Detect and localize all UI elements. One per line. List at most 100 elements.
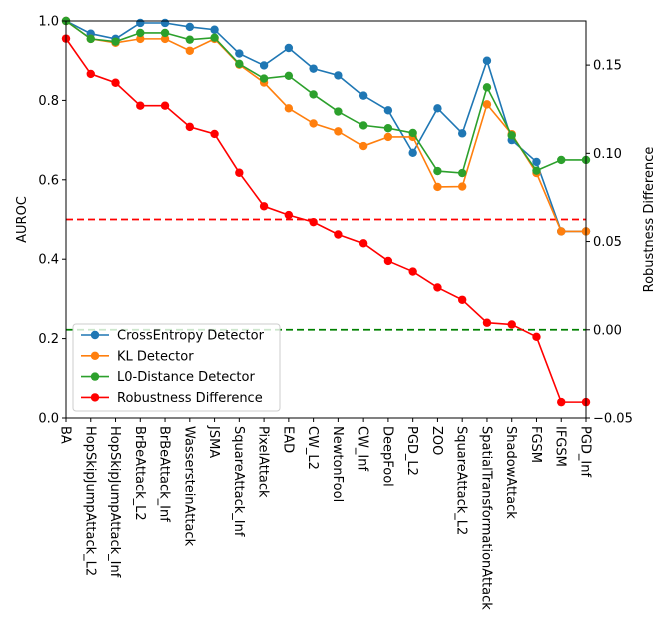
data-point-s1-16 xyxy=(457,182,467,191)
legend-label-1: KL Detector xyxy=(117,349,194,364)
x-tick-label-17: SpatialTransformationAttack xyxy=(478,426,493,610)
y-tick-label-5: 1.0 xyxy=(38,15,59,30)
data-point-s2-14 xyxy=(408,128,417,138)
legend-marker-1 xyxy=(90,351,100,360)
x-tick-label-21: PGD_Inf xyxy=(578,426,593,477)
x-tick-label-12: CW_Inf xyxy=(355,426,370,472)
data-point-s1-13 xyxy=(383,132,393,142)
data-point-s0-9 xyxy=(284,43,294,53)
data-point-s2-18 xyxy=(507,131,516,140)
x-tick-label-6: JSMA xyxy=(206,425,221,458)
legend-box xyxy=(72,323,281,412)
data-point-s3-10 xyxy=(309,217,318,227)
legend-marker-2 xyxy=(90,372,100,381)
y2-tick-label-3: 0.10 xyxy=(593,147,622,162)
legend-marker-0 xyxy=(90,330,100,340)
data-point-s2-4 xyxy=(160,28,170,38)
data-point-s2-11 xyxy=(334,107,343,116)
y2-tick-label-0: −0.05 xyxy=(593,412,633,427)
legend-label-2: L0-Distance Detector xyxy=(117,370,255,385)
y-tick-label-0: 0.0 xyxy=(38,412,59,427)
x-tick-label-16: SquareAttack_L2 xyxy=(454,426,469,535)
data-point-s1-20 xyxy=(557,227,566,236)
data-point-s0-11 xyxy=(334,71,343,80)
legend-label-3: Robustness Difference xyxy=(117,391,263,406)
data-point-s1-4 xyxy=(160,34,170,44)
data-point-s3-12 xyxy=(358,239,368,248)
data-point-s0-12 xyxy=(358,91,368,100)
data-point-s2-5 xyxy=(185,35,195,44)
data-point-s3-19 xyxy=(532,332,541,342)
axes: 0.0 0.2 0.4 0.6 0.8 1.0 −0.05 0.00 0.05 0.10 0.15 B… xyxy=(15,15,657,611)
data-point-s0-6 xyxy=(210,25,219,34)
data-point-s1-10 xyxy=(309,119,318,128)
data-point-s1-5 xyxy=(185,46,195,55)
data-point-s2-9 xyxy=(284,71,294,80)
data-point-s2-2 xyxy=(111,37,120,46)
x-tick-label-10: CW_L2 xyxy=(305,426,320,470)
x-tick-label-7: SquareAttack_Inf xyxy=(231,426,246,537)
y-tick-label-4: 0.8 xyxy=(38,94,59,109)
data-point-s2-16 xyxy=(457,168,467,178)
data-point-s1-11 xyxy=(334,127,343,136)
series-line-2 xyxy=(65,20,586,174)
y-tick-label-1: 0.2 xyxy=(38,332,59,347)
data-point-s2-19 xyxy=(532,166,541,175)
y2-tick-label-2: 0.05 xyxy=(593,235,622,250)
x-tick-label-2: HopSkipJumpAttack_Inf xyxy=(107,426,122,578)
data-point-s2-6 xyxy=(210,33,219,42)
data-point-s0-8 xyxy=(259,61,269,70)
data-point-s1-15 xyxy=(433,182,442,192)
data-point-s1-17 xyxy=(482,100,492,109)
series-layer xyxy=(61,16,591,407)
data-point-s2-1 xyxy=(86,34,95,44)
data-point-s0-16 xyxy=(457,129,467,138)
data-point-s0-10 xyxy=(309,64,318,73)
x-tick-label-13: DeepFool xyxy=(379,426,394,487)
plot-frame xyxy=(65,20,587,419)
data-point-s2-7 xyxy=(235,59,244,69)
series-line-1 xyxy=(65,20,586,233)
legend: CrossEntropy Detector KL Detector L0-Dista… xyxy=(72,323,281,412)
data-point-s3-15 xyxy=(433,283,442,292)
x-tick-label-14: PGD_L2 xyxy=(404,426,419,476)
data-point-s0-13 xyxy=(383,106,393,115)
data-point-s3-11 xyxy=(334,230,343,239)
data-point-s3-8 xyxy=(259,202,269,211)
data-point-s3-9 xyxy=(284,210,294,220)
data-point-s0-3 xyxy=(136,18,145,28)
data-point-s0-7 xyxy=(235,49,244,58)
data-point-s3-3 xyxy=(136,101,145,110)
data-point-s1-3 xyxy=(136,34,145,44)
x-tick-label-9: EAD xyxy=(280,426,295,453)
data-point-s3-14 xyxy=(408,267,417,276)
y2-tick-label-1: 0.00 xyxy=(593,323,622,338)
data-point-s1-9 xyxy=(284,104,294,113)
x-tick-label-8: PixelAttack xyxy=(256,426,271,498)
data-point-s3-16 xyxy=(457,295,467,304)
data-point-s0-5 xyxy=(185,22,195,32)
reference-lines xyxy=(66,218,586,331)
y2-tick-label-4: 0.15 xyxy=(593,59,622,74)
series-line-3 xyxy=(65,38,586,403)
x-tick-label-5: WassersteinAttack xyxy=(181,426,196,547)
x-tick-label-20: IFGSM xyxy=(553,426,568,467)
legend-label-0: CrossEntropy Detector xyxy=(117,329,265,344)
y2-axis-title: Robustness Difference xyxy=(642,147,657,293)
data-point-s3-17 xyxy=(482,318,492,327)
data-point-s2-10 xyxy=(309,90,318,99)
data-point-s3-7 xyxy=(235,168,244,177)
data-point-s2-3 xyxy=(136,28,145,38)
data-point-s3-1 xyxy=(86,69,95,79)
data-point-s2-13 xyxy=(383,123,393,133)
data-point-s0-17 xyxy=(482,56,492,65)
x-tick-label-4: BrBeAttack_Inf xyxy=(157,426,172,522)
data-point-s2-20 xyxy=(557,155,566,165)
x-tick-label-1: HopSkipJumpAttack_L2 xyxy=(82,426,97,576)
x-tick-label-19: FGSM xyxy=(528,426,543,463)
data-point-s3-4 xyxy=(160,101,170,110)
data-point-s1-12 xyxy=(358,141,368,151)
data-point-s3-18 xyxy=(507,320,516,329)
data-point-s3-6 xyxy=(210,129,219,139)
data-point-s3-13 xyxy=(383,256,393,266)
